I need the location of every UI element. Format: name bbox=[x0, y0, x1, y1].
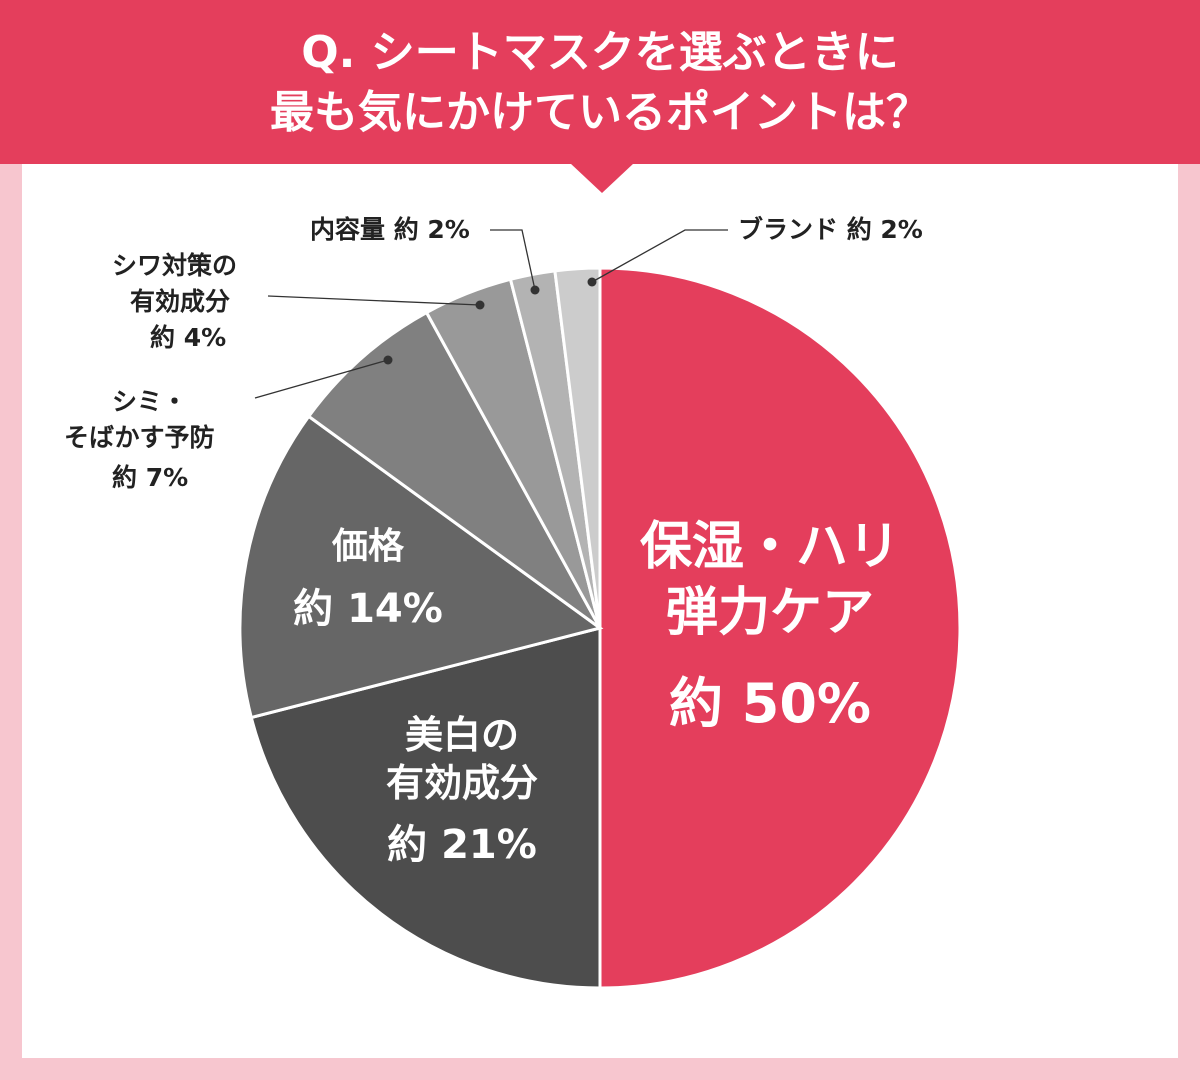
pie-slice-7 bbox=[553, 266, 602, 629]
title-line-1: Q. シートマスクを選ぶときに bbox=[301, 27, 899, 78]
slice-value-1: 約 50% bbox=[669, 672, 871, 735]
pie-slice-2 bbox=[249, 626, 602, 990]
leader-line-7 bbox=[591, 229, 728, 283]
slice-label-4-line-2: そばかす予防 bbox=[64, 423, 215, 452]
pie-slice-4 bbox=[306, 310, 602, 630]
leader-line-6 bbox=[490, 229, 536, 291]
pie-slice-3 bbox=[238, 414, 604, 720]
leader-dot-6 bbox=[530, 285, 540, 295]
slice-label-7-line-1: ブランド 約 2% bbox=[738, 215, 923, 244]
slice-label-2-line-1: 美白の bbox=[405, 713, 519, 757]
leader-line-5 bbox=[267, 295, 481, 306]
slice-label-3-line-1: 価格 bbox=[331, 526, 405, 567]
leader-dot-4 bbox=[383, 355, 393, 365]
title-line-2: 最も気にかけているポイントは？ bbox=[270, 87, 930, 138]
slice-value-2: 約 21% bbox=[387, 822, 537, 868]
title-banner: Q. シートマスクを選ぶときに 最も気にかけているポイントは？ bbox=[0, 0, 1200, 164]
slice-value-5: 約 4% bbox=[150, 323, 226, 352]
leader-dot-7 bbox=[587, 277, 597, 287]
slice-label-1-line-2: 弾力ケア bbox=[666, 583, 874, 643]
leader-line-4 bbox=[254, 359, 389, 399]
slice-label-6-line-1: 内容量 約 2% bbox=[310, 215, 470, 244]
slice-label-2-line-2: 有効成分 bbox=[386, 761, 538, 805]
pie-slice-1 bbox=[598, 266, 962, 990]
slice-label-5-line-1: シワ対策の bbox=[112, 251, 237, 280]
slice-label-4-line-1: シミ・ bbox=[112, 387, 187, 416]
slice-value-4: 約 7% bbox=[112, 463, 188, 492]
slice-label-5-line-2: 有効成分 bbox=[130, 287, 230, 316]
title-banner-pointer bbox=[570, 163, 634, 193]
slice-value-3: 約 14% bbox=[293, 586, 443, 632]
slice-label-1-line-1: 保湿・ハリ bbox=[640, 517, 900, 577]
leader-dot-5 bbox=[475, 300, 485, 310]
